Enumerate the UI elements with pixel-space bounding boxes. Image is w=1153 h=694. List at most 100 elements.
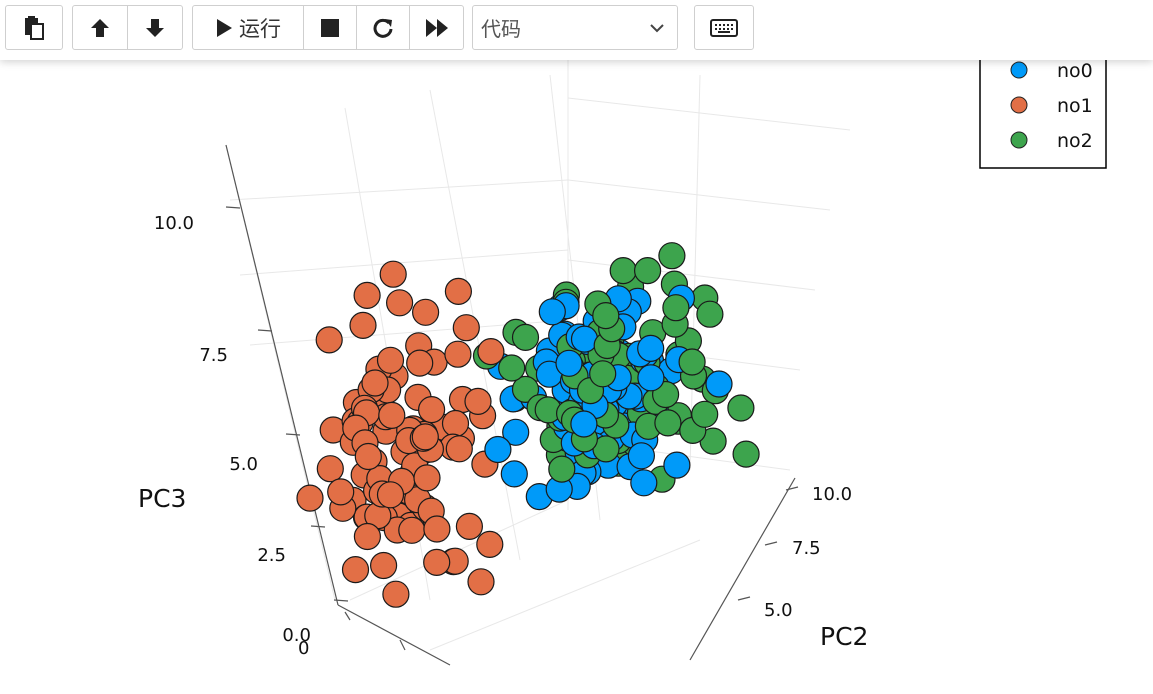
- point-no2: [727, 394, 755, 422]
- point-no2: [589, 360, 617, 388]
- point-no1: [315, 326, 343, 354]
- point-no1: [386, 289, 414, 317]
- point-no0: [484, 435, 512, 464]
- point-no1: [418, 396, 446, 424]
- point-no0: [637, 364, 665, 392]
- point-no2: [732, 440, 760, 468]
- point-no0: [570, 410, 598, 438]
- point-no1: [379, 260, 407, 288]
- point-no2: [511, 375, 540, 403]
- point-no1: [398, 516, 426, 544]
- point-no0: [570, 325, 599, 353]
- legend-label-no0: no0: [1057, 60, 1093, 82]
- point-no1: [341, 555, 370, 584]
- command-palette-button[interactable]: [695, 6, 753, 49]
- point-no0: [502, 418, 530, 446]
- legend-marker-no1: [1010, 96, 1028, 114]
- z-tick-labels: 10.0 7.5 5.0 2.5 0.0: [154, 213, 311, 646]
- point-no2: [609, 257, 637, 285]
- y-tick-label: 7.5: [792, 538, 821, 559]
- arrow-up-icon: [91, 18, 109, 37]
- point-no1: [444, 340, 472, 368]
- point-no1: [441, 409, 470, 438]
- point-no1: [376, 481, 405, 509]
- point-no1: [476, 530, 504, 559]
- y-axis-line: [689, 477, 796, 661]
- z-axis-line: [225, 144, 339, 606]
- z-tick-label: 7.5: [199, 345, 228, 366]
- point-no1: [370, 551, 398, 580]
- point-no1: [382, 580, 410, 608]
- legend-marker-no2: [1010, 131, 1028, 149]
- y-tick-labels: 10.0 7.5 5.0: [764, 484, 852, 621]
- point-no2: [662, 294, 690, 322]
- point-no0: [705, 370, 733, 398]
- point-no1: [423, 515, 451, 543]
- point-no0: [500, 460, 528, 488]
- point-no1: [467, 568, 495, 596]
- point-no0: [555, 349, 583, 377]
- point-no0: [627, 442, 656, 470]
- point-no0: [630, 469, 658, 497]
- point-no1: [316, 455, 344, 483]
- move-down-button[interactable]: [128, 6, 182, 49]
- paste-cells-button[interactable]: [6, 6, 62, 49]
- notebook-toolbar: 运行 代码: [0, 0, 1153, 60]
- paste-group: [5, 5, 63, 50]
- z-tick-label: 10.0: [154, 213, 194, 234]
- point-no1: [444, 277, 472, 305]
- legend: no0 no1 no2: [979, 39, 1107, 169]
- point-no1: [423, 548, 451, 577]
- run-all-button[interactable]: [410, 6, 463, 49]
- point-no0: [538, 298, 566, 326]
- point-no1: [378, 401, 406, 429]
- legend-label-no1: no1: [1057, 95, 1093, 117]
- point-no2: [592, 302, 620, 330]
- refresh-icon: [373, 18, 393, 38]
- y-tick-label: 10.0: [812, 484, 852, 505]
- point-no2: [678, 348, 706, 376]
- axes: [225, 144, 799, 666]
- point-no1: [406, 349, 434, 377]
- point-no1: [464, 387, 492, 415]
- point-no1: [327, 478, 355, 506]
- point-no1: [413, 464, 441, 492]
- x-tick-label: 0: [298, 638, 309, 659]
- point-no2: [548, 455, 576, 483]
- z-tick-label: 0.0: [282, 625, 311, 646]
- point-no1: [412, 298, 440, 326]
- move-up-button[interactable]: [73, 6, 128, 49]
- point-no2: [658, 242, 686, 270]
- chevron-down-icon: [650, 24, 664, 33]
- interrupt-button[interactable]: [304, 6, 357, 49]
- z-tick-label: 5.0: [229, 454, 258, 475]
- legend-marker-no0: [1010, 61, 1028, 79]
- arrow-down-icon: [146, 18, 164, 37]
- legend-box: [979, 39, 1107, 169]
- cell-type-select[interactable]: 代码: [472, 5, 678, 50]
- x-axis-line: [337, 604, 451, 666]
- cell-type-value: 代码: [481, 17, 521, 41]
- point-no2: [691, 400, 719, 428]
- run-button[interactable]: 运行: [193, 6, 304, 49]
- point-no1: [353, 281, 381, 309]
- fast-forward-icon: [425, 18, 448, 37]
- point-no1: [349, 311, 377, 339]
- data-points: [296, 242, 760, 608]
- z-tick-label: 2.5: [257, 545, 286, 566]
- restart-button[interactable]: [357, 6, 410, 49]
- paste-icon: [25, 15, 44, 40]
- point-no1: [445, 435, 473, 463]
- point-no2: [498, 354, 526, 382]
- stop-icon: [321, 18, 339, 37]
- move-group: [72, 5, 183, 50]
- point-no0: [663, 451, 691, 479]
- keyboard-icon: [710, 18, 738, 37]
- point-no2: [654, 409, 682, 437]
- point-no2: [696, 300, 724, 328]
- point-no1: [354, 442, 382, 471]
- z-axis-label: PC3: [138, 484, 186, 513]
- run-group: 运行: [192, 5, 464, 50]
